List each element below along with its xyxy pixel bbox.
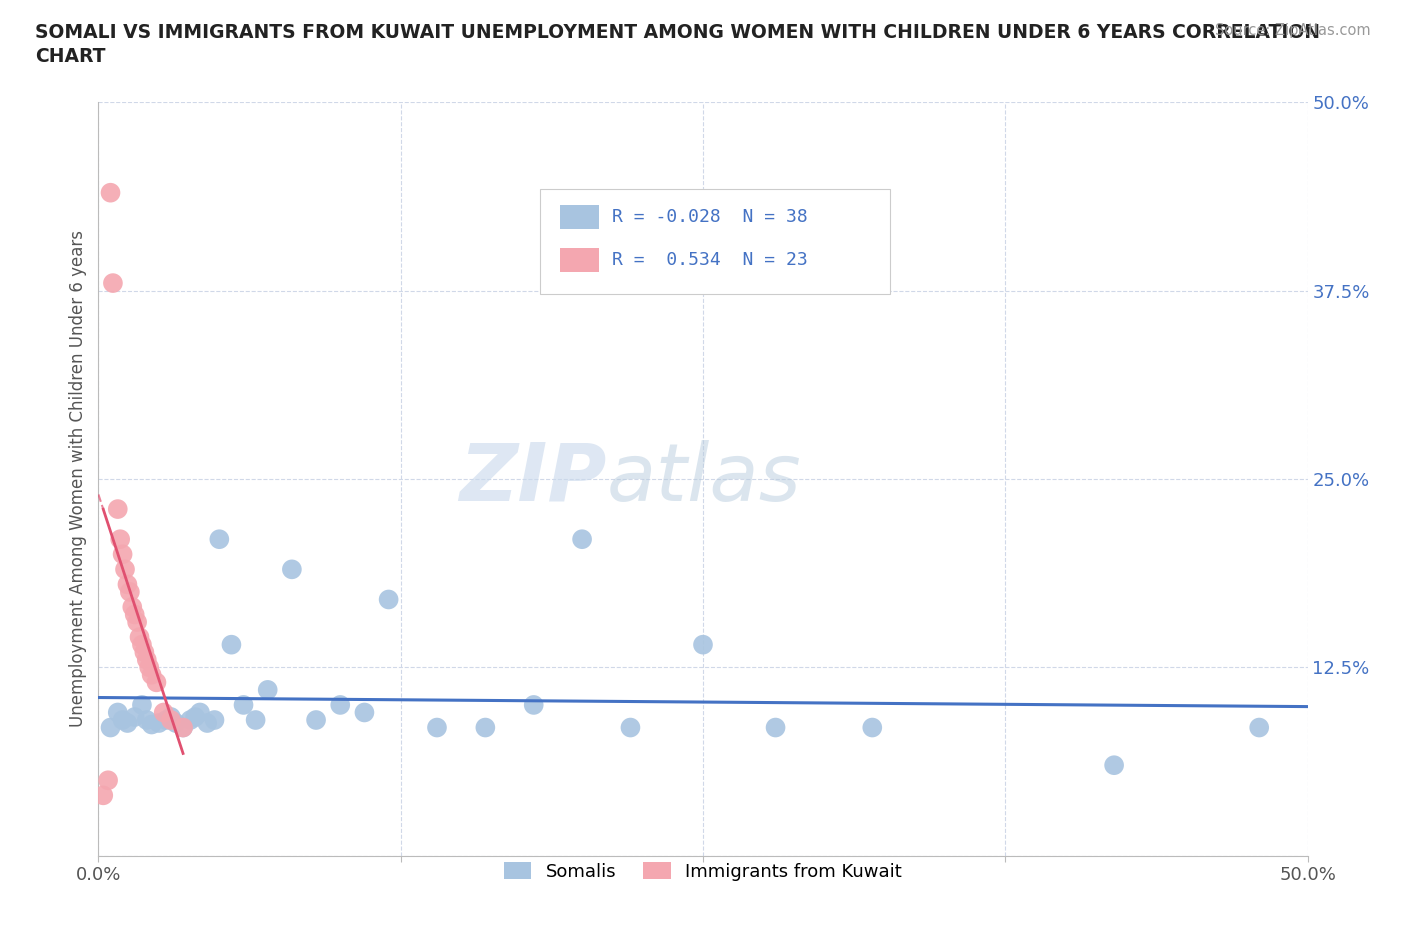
Point xyxy=(305,712,328,727)
Point xyxy=(124,710,146,724)
Point xyxy=(141,668,163,683)
Point xyxy=(172,720,194,735)
Point xyxy=(1102,758,1125,773)
Point xyxy=(138,660,160,675)
Point xyxy=(474,720,496,735)
Point xyxy=(100,720,122,735)
Point xyxy=(155,712,177,727)
Point xyxy=(111,547,134,562)
Point xyxy=(97,773,120,788)
Point xyxy=(148,715,170,730)
Point xyxy=(692,637,714,652)
Point xyxy=(179,712,201,727)
Point xyxy=(204,712,226,727)
Text: atlas: atlas xyxy=(606,440,801,518)
Point xyxy=(160,712,183,727)
Point xyxy=(145,675,167,690)
Point xyxy=(523,698,546,712)
Point xyxy=(765,720,787,735)
Point xyxy=(571,532,593,547)
Point xyxy=(152,705,174,720)
Text: R = -0.028  N = 38: R = -0.028 N = 38 xyxy=(613,207,808,226)
Text: Source: ZipAtlas.com: Source: ZipAtlas.com xyxy=(1215,23,1371,38)
Point xyxy=(118,585,141,600)
Point xyxy=(329,698,352,712)
Point xyxy=(232,698,254,712)
Point xyxy=(1249,720,1271,735)
Text: CHART: CHART xyxy=(35,46,105,65)
Point xyxy=(221,637,243,652)
Point xyxy=(184,710,207,724)
Point xyxy=(619,720,641,735)
Point xyxy=(128,630,150,644)
Text: SOMALI VS IMMIGRANTS FROM KUWAIT UNEMPLOYMENT AMONG WOMEN WITH CHILDREN UNDER 6 : SOMALI VS IMMIGRANTS FROM KUWAIT UNEMPLO… xyxy=(35,23,1320,42)
Y-axis label: Unemployment Among Women with Children Under 6 years: Unemployment Among Women with Children U… xyxy=(69,231,87,727)
Point xyxy=(100,185,122,200)
Point xyxy=(172,720,194,735)
Bar xyxy=(561,205,599,229)
Point xyxy=(117,715,139,730)
Point xyxy=(114,562,136,577)
Point xyxy=(101,275,124,290)
Text: R =  0.534  N = 23: R = 0.534 N = 23 xyxy=(613,251,808,269)
Point xyxy=(860,720,883,735)
Point xyxy=(188,705,211,720)
Point xyxy=(124,607,146,622)
Point xyxy=(353,705,375,720)
FancyBboxPatch shape xyxy=(540,189,890,295)
Point xyxy=(208,532,231,547)
Point xyxy=(127,615,149,630)
Point xyxy=(160,710,183,724)
Point xyxy=(135,712,157,727)
Point xyxy=(135,652,157,667)
Point xyxy=(134,644,156,659)
Point xyxy=(131,637,153,652)
Point xyxy=(195,715,218,730)
Point xyxy=(107,501,129,516)
Legend: Somalis, Immigrants from Kuwait: Somalis, Immigrants from Kuwait xyxy=(496,855,910,888)
Point xyxy=(245,712,267,727)
Bar xyxy=(561,247,599,272)
Point xyxy=(141,717,163,732)
Point xyxy=(107,705,129,720)
Point xyxy=(117,577,139,591)
Point xyxy=(108,532,131,547)
Text: ZIP: ZIP xyxy=(458,440,606,518)
Point xyxy=(91,788,114,803)
Point xyxy=(165,715,187,730)
Point xyxy=(377,592,399,607)
Point xyxy=(256,683,278,698)
Point xyxy=(111,712,134,727)
Point xyxy=(281,562,304,577)
Point xyxy=(426,720,449,735)
Point xyxy=(121,600,143,615)
Point xyxy=(131,698,153,712)
